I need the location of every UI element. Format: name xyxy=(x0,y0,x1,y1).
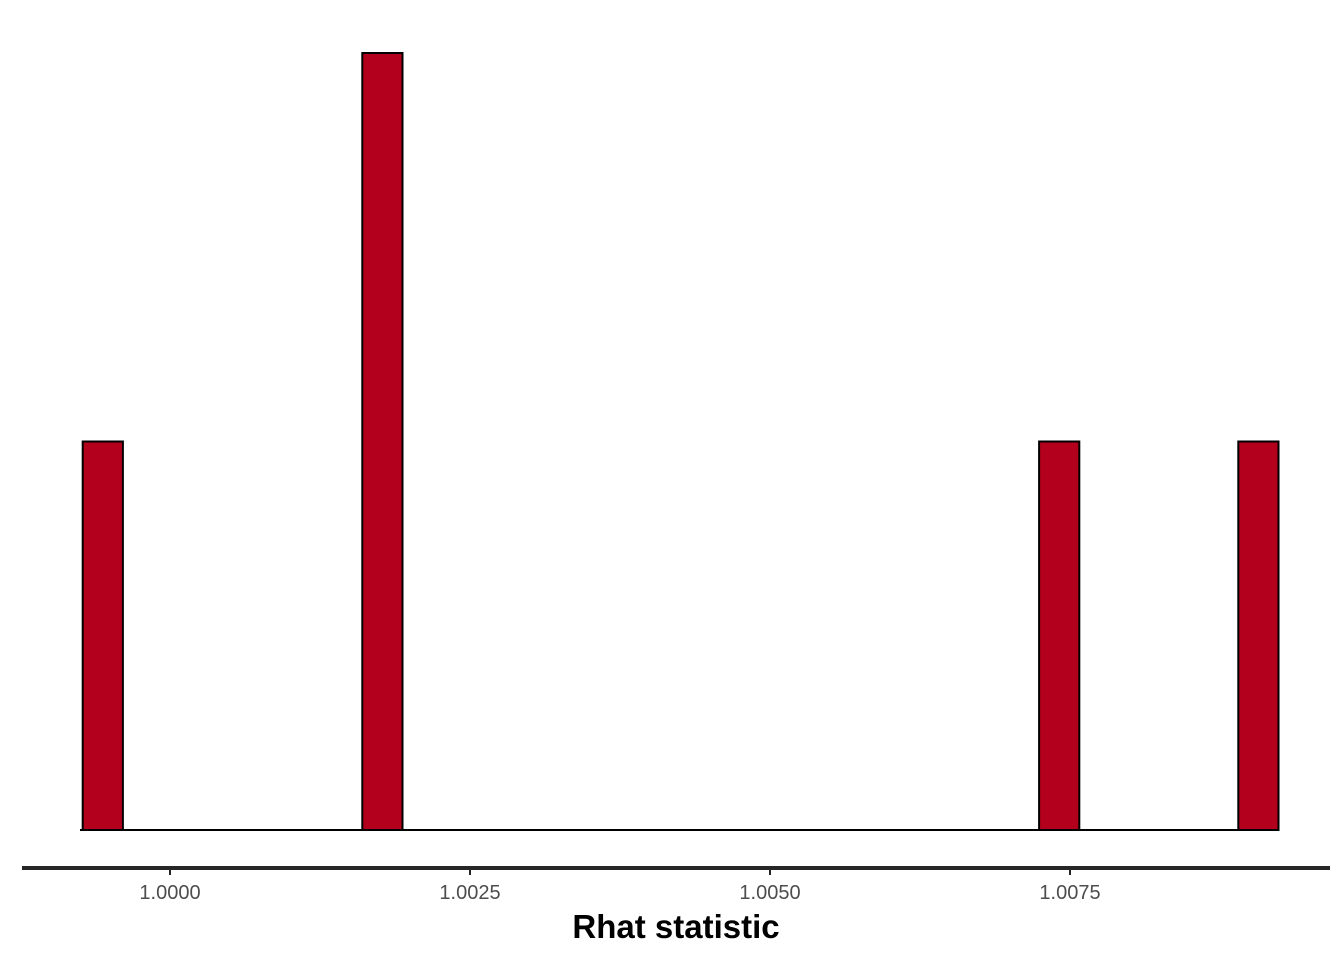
x-tick-label: 1.0075 xyxy=(1039,882,1100,904)
bars-group xyxy=(81,52,1280,831)
x-tick-label: 1.0000 xyxy=(139,882,200,904)
x-tick-label: 1.0050 xyxy=(739,882,800,904)
x-axis-title: Rhat statistic xyxy=(572,908,779,945)
histogram-bar-0 xyxy=(81,440,124,831)
histogram-bar-1 xyxy=(361,52,404,831)
histogram-bar-2 xyxy=(1038,440,1081,831)
x-tick-label: 1.0025 xyxy=(439,882,500,904)
histogram-bar-3 xyxy=(1237,440,1280,831)
x-axis-ticks: 1.0000 1.0025 1.0050 1.0075 xyxy=(139,868,1101,904)
